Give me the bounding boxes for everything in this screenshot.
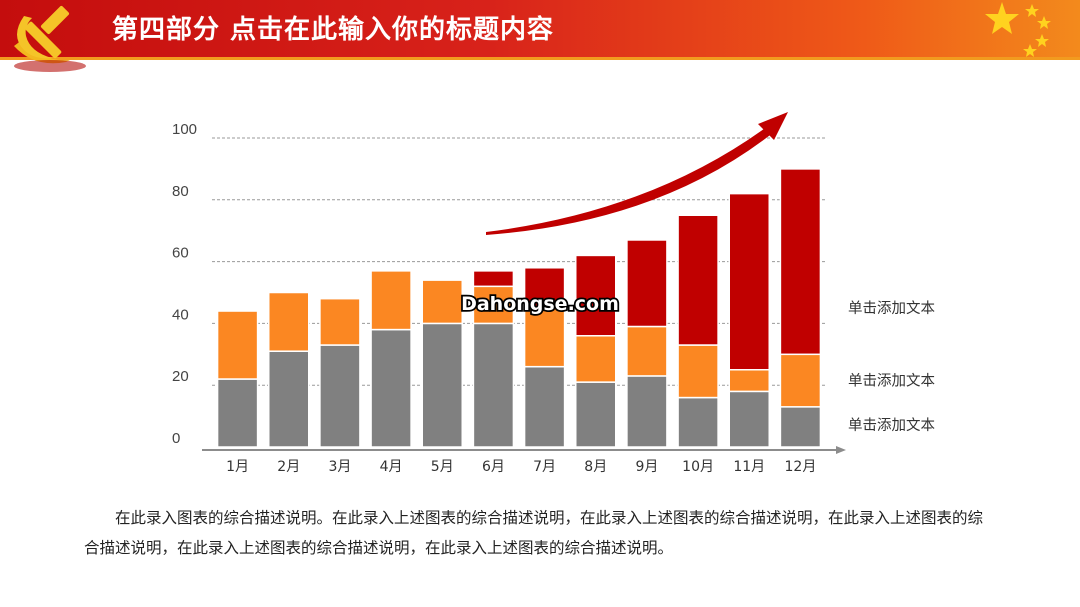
bar-segment [472,270,515,288]
page-title: 第四部分 点击在此输入你的标题内容 [112,15,555,45]
bar-segment [421,279,463,325]
bar-segment [626,239,668,328]
x-tick-label: 12月 [785,459,817,475]
bar-segment [370,328,412,448]
chart-description: 在此录入图表的综合描述说明。在此录入上述图表的综合描述说明，在此录入上述图表的综… [84,509,984,557]
bar-segment [728,192,770,371]
y-tick-label: 40 [172,306,189,323]
bar-segment [268,291,310,352]
bar-segment [370,270,412,331]
x-tick-label: 7月 [533,459,556,475]
bar-segment [677,344,719,399]
bar-segment [523,365,566,448]
bar-segment [575,335,617,383]
x-tick-label: 2月 [277,459,300,475]
stars-decoration-icon [985,2,1051,57]
y-tick-label: 60 [172,245,189,262]
bar-segment [779,406,822,448]
growth-arrowhead-icon [758,112,788,140]
bar-segment [319,297,361,346]
bar-segment [626,375,668,448]
bar-segment [472,322,515,448]
y-tick-label: 20 [172,368,189,385]
watermark-text: Dahongse.com [461,293,619,315]
x-axis-arrow-icon [836,446,846,454]
legend-label: 单击添加文本 [848,300,935,317]
x-tick-label: 10月 [682,459,714,475]
x-tick-label: 4月 [380,459,403,475]
bar-segment [677,214,719,346]
y-tick-label: 0 [172,430,180,447]
bar-segment [523,267,566,309]
x-tick-label: 9月 [635,459,658,475]
bar-segment [216,378,259,448]
bar-segment [421,322,463,448]
x-tick-label: 5月 [431,459,454,475]
bar-segment [575,254,617,337]
x-tick-label: 3月 [328,459,351,475]
header-bar: 第四部分 点击在此输入你的标题内容 [0,0,1080,72]
bar-segment [216,310,259,380]
x-tick-label: 6月 [482,459,505,475]
stacked-bar-chart: 0 20 40 60 80 100 1月 2月 3月 4月 5月 6月 7月 8月 9月 10月 11月 12月 单… [172,112,935,475]
bar-segment [728,369,770,393]
bar-segment [268,350,310,448]
bar-segment [523,307,566,368]
legend-label: 单击添加文本 [848,373,935,390]
x-tick-label: 11月 [733,459,765,475]
y-tick-label: 100 [172,121,197,138]
hammer-sickle-emblem-icon [14,5,86,72]
bar-segment [779,168,822,356]
x-tick-label: 1月 [226,459,249,475]
x-tick-label: 8月 [584,459,607,475]
bar-segment [779,353,822,408]
bar-segment [575,381,617,448]
bar-segment [319,344,361,448]
bar-segment [677,396,719,448]
bar-segment [626,325,668,377]
bar-segment [728,390,770,448]
bar-segment [472,285,515,325]
legend-label: 单击添加文本 [848,417,935,434]
y-tick-label: 80 [172,183,189,200]
